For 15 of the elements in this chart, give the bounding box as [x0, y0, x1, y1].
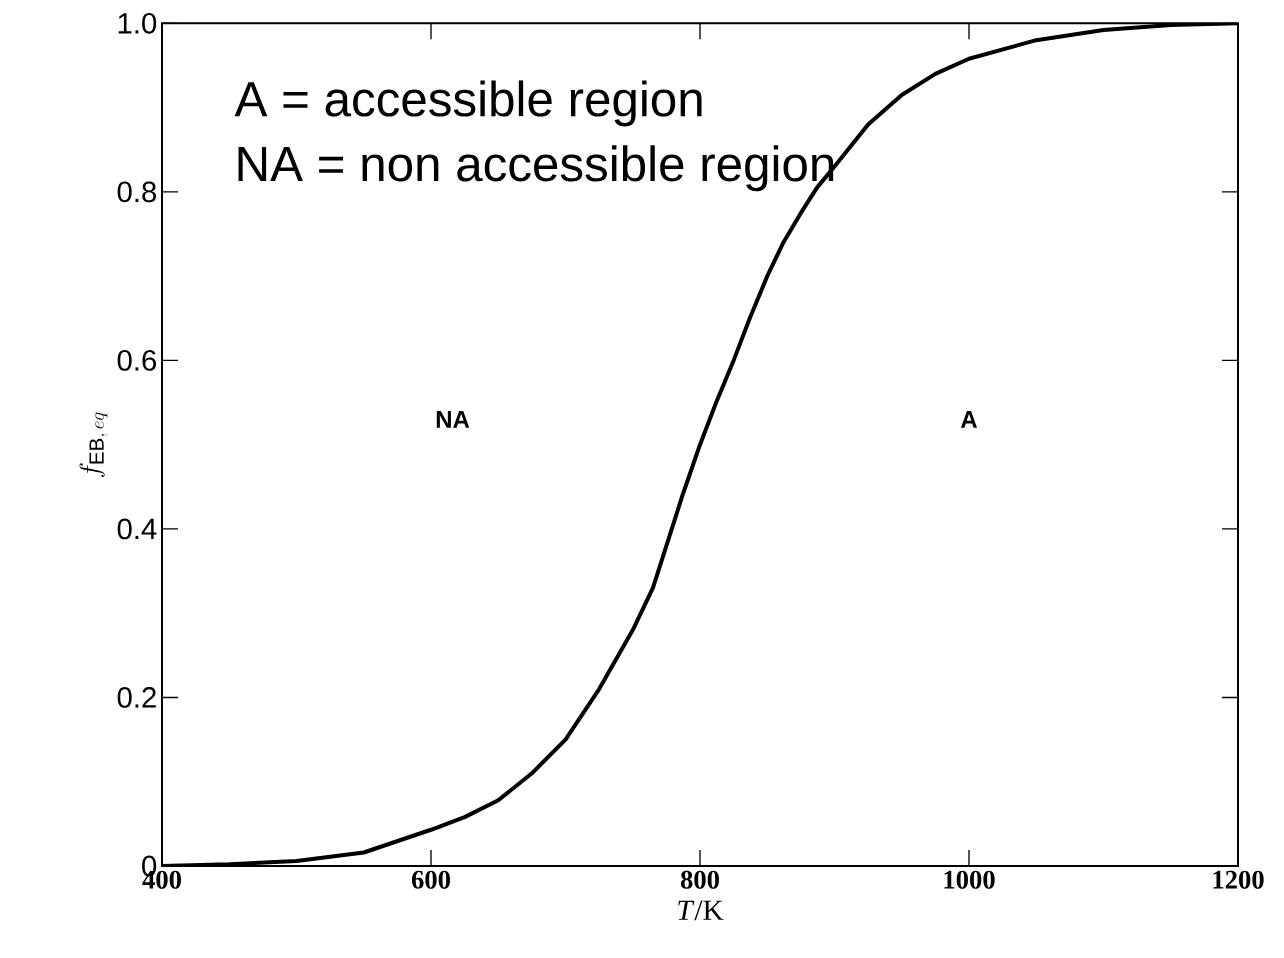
x-tick-label: 800 [680, 870, 719, 889]
annotation: A = accessible region [234, 80, 702, 127]
y-tick-label: 0.4 [117, 518, 157, 540]
y-axis-title: $f_{\mathrm{EB},\,eq}$ [79, 412, 108, 478]
x-axis-title: T/K [678, 900, 724, 921]
annotation: A [960, 411, 978, 428]
x-tick-label: 1000 [944, 870, 995, 889]
y-tick-label: 0.2 [117, 687, 156, 708]
x-tick-label: 600 [411, 870, 450, 889]
annotation: NA [436, 411, 470, 428]
y-tick-label: 0.6 [117, 350, 157, 371]
x-tick-label: 1200 [1213, 870, 1264, 889]
annotation: NA = non accessible region [238, 145, 834, 192]
y-tick-label: 0.8 [117, 181, 157, 203]
y-tick-label: 1.0 [118, 12, 157, 34]
